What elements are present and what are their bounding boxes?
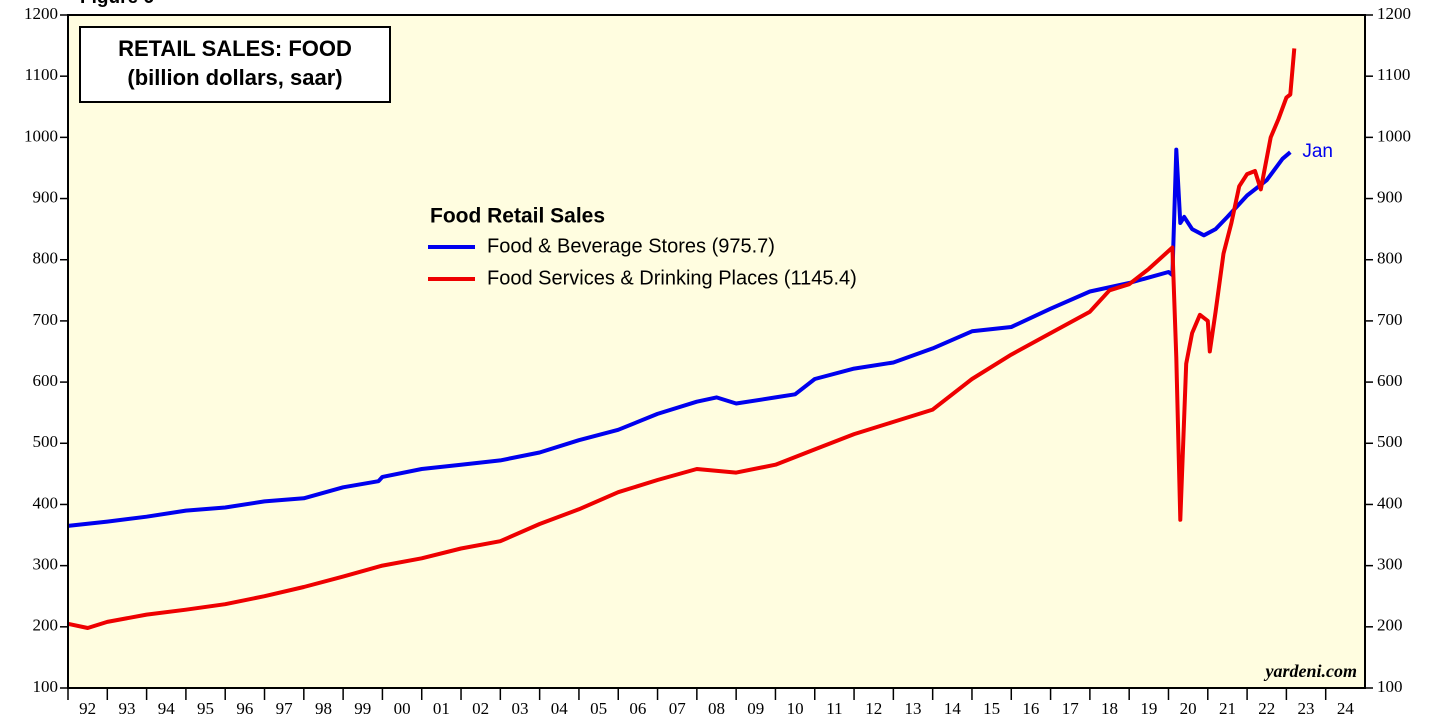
x-tick-label: 13 (905, 699, 922, 718)
x-tick-label: 01 (433, 699, 450, 718)
x-tick-label: 21 (1219, 699, 1236, 718)
x-tick-label: 16 (1022, 699, 1039, 718)
x-tick-label: 24 (1337, 699, 1355, 718)
plot-area (68, 15, 1365, 688)
x-tick-label: 00 (394, 699, 411, 718)
series-line (67, 48, 1297, 630)
x-tick-label: 02 (472, 699, 489, 718)
y2-tick-label: 800 (1377, 249, 1403, 268)
x-tick-label: 12 (865, 699, 882, 718)
x-tick-label: 07 (669, 699, 687, 718)
y-tick-label: 100 (33, 677, 59, 696)
legend-label: Food & Beverage Stores (975.7) (487, 235, 775, 257)
x-tick-label: 09 (747, 699, 764, 718)
x-tick-label: 05 (590, 699, 607, 718)
y2-tick-label: 1000 (1377, 126, 1411, 145)
x-tick-label: 19 (1140, 699, 1157, 718)
x-tick-label: 11 (826, 699, 842, 718)
y-tick-label: 500 (33, 432, 59, 451)
x-tick-label: 20 (1180, 699, 1197, 718)
y-tick-label: 200 (33, 616, 59, 635)
y2-tick-label: 900 (1377, 187, 1403, 206)
chart-subtitle: (billion dollars, saar) (127, 65, 342, 90)
chart-title: RETAIL SALES: FOOD (118, 36, 352, 61)
y-tick-label: 700 (33, 310, 59, 329)
y2-tick-label: 700 (1377, 310, 1403, 329)
x-tick-label: 03 (511, 699, 528, 718)
y-tick-label: 600 (33, 371, 59, 390)
x-tick-label: 14 (944, 699, 962, 718)
legend-title: Food Retail Sales (430, 205, 605, 228)
x-tick-label: 06 (629, 699, 646, 718)
y2-tick-label: 600 (1377, 371, 1403, 390)
y2-tick-label: 1200 (1377, 4, 1411, 23)
x-tick-label: 22 (1258, 699, 1275, 718)
figure-label: Figure 6 (80, 0, 154, 8)
x-tick-label: 99 (354, 699, 371, 718)
x-tick-label: 93 (118, 699, 135, 718)
title-box (79, 26, 391, 103)
y-tick-label: 800 (33, 249, 59, 268)
x-tick-label: 17 (1062, 699, 1080, 718)
x-tick-label: 08 (708, 699, 725, 718)
source: yardeni.com (1264, 661, 1358, 681)
x-tick-label: 96 (236, 699, 253, 718)
x-tick-label: 10 (787, 699, 804, 718)
y-tick-label: 900 (33, 187, 59, 206)
y-tick-label: 300 (33, 555, 59, 574)
x-tick-label: 97 (276, 699, 294, 718)
y2-tick-label: 500 (1377, 432, 1403, 451)
y2-tick-label: 300 (1377, 555, 1403, 574)
plot-frame (67, 14, 1366, 689)
y2-tick-label: 400 (1377, 493, 1403, 512)
x-tick-label: 92 (79, 699, 96, 718)
x-tick-label: 15 (983, 699, 1000, 718)
x-tick-label: 95 (197, 699, 214, 718)
annotation: Jan (1302, 141, 1333, 162)
y2-tick-label: 100 (1377, 677, 1403, 696)
y-tick-label: 1200 (24, 4, 58, 23)
y-tick-label: 400 (33, 493, 59, 512)
x-tick-label: 18 (1101, 699, 1118, 718)
legend-label: Food Services & Drinking Places (1145.4) (487, 267, 857, 289)
y2-tick-label: 200 (1377, 616, 1403, 635)
y2-tick-label: 1100 (1377, 65, 1410, 84)
x-tick-label: 23 (1298, 699, 1315, 718)
x-tick-label: 94 (158, 699, 176, 718)
x-tick-label: 98 (315, 699, 332, 718)
x-tick-label: 04 (551, 699, 569, 718)
y-tick-label: 1100 (25, 65, 58, 84)
y-tick-label: 1000 (24, 126, 58, 145)
series-line (67, 147, 1292, 528)
